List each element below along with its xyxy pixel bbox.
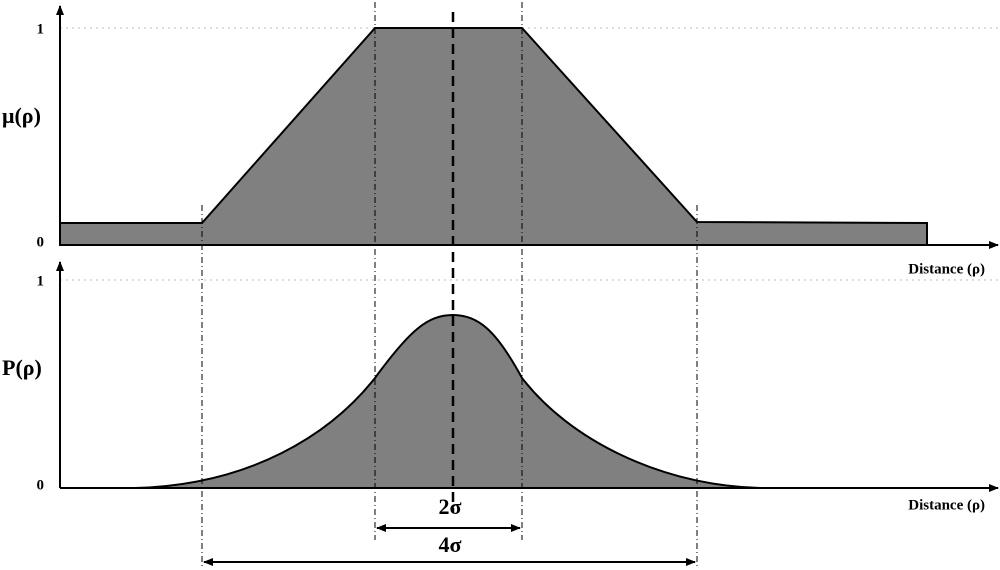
membership-shape <box>59 27 928 246</box>
y-label: P(ρ) <box>2 355 42 380</box>
probability-curve <box>134 313 761 489</box>
y-tick-label: 0 <box>37 234 45 250</box>
y-tick-label: 1 <box>37 273 45 289</box>
x-label: Distance (ρ) <box>908 261 985 277</box>
width-label: 4σ <box>439 532 462 557</box>
width-label: 2σ <box>439 494 462 519</box>
y-label: μ(ρ) <box>2 103 41 128</box>
x-label: Distance (ρ) <box>908 497 985 513</box>
y-tick-label: 1 <box>37 21 45 37</box>
y-tick-label: 0 <box>37 477 45 493</box>
